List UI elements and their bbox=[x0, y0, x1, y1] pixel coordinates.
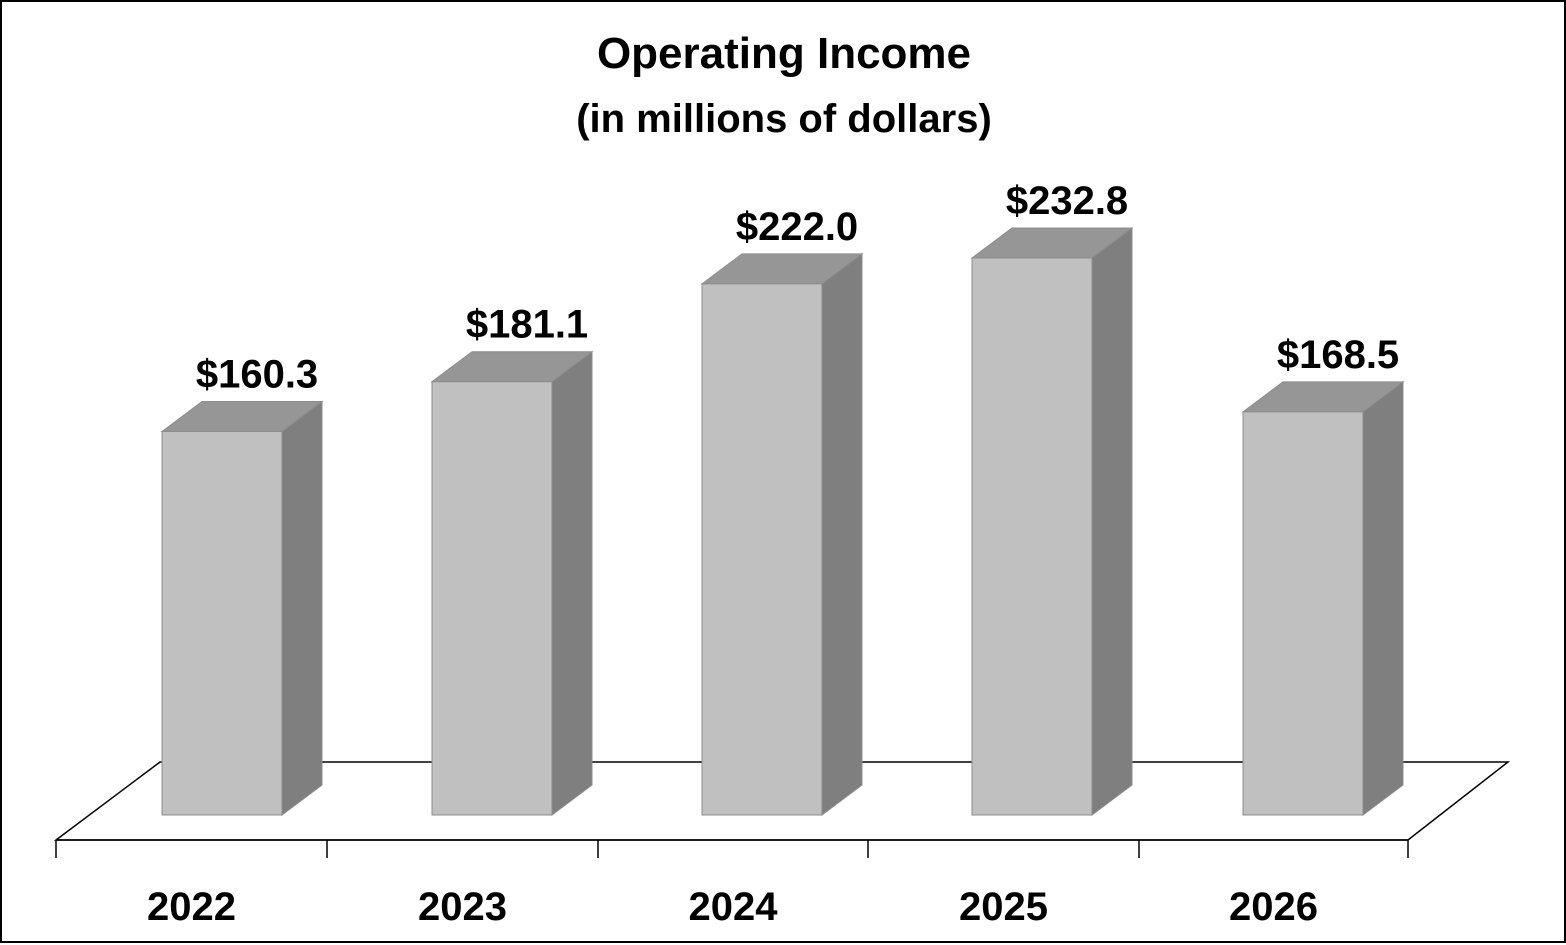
chart-subtitle: (in millions of dollars) bbox=[576, 97, 992, 141]
x-tick-label-2025: 2025 bbox=[959, 885, 1048, 929]
data-label-2026: $168.5 bbox=[1277, 333, 1399, 377]
data-labels: $160.3 $181.1 $222.0 $232.8 $168.5 bbox=[196, 179, 1399, 396]
x-tick-labels: 2022 2023 2024 2025 2026 bbox=[147, 885, 1318, 929]
data-label-2022: $160.3 bbox=[196, 352, 318, 396]
bar-2022 bbox=[160, 400, 324, 816]
bar-front bbox=[701, 283, 823, 816]
x-axis bbox=[55, 839, 1409, 858]
bar-side bbox=[1362, 380, 1404, 816]
x-tick-label-2026: 2026 bbox=[1229, 885, 1318, 929]
x-tick-label-2023: 2023 bbox=[418, 885, 507, 929]
data-label-2023: $181.1 bbox=[466, 303, 588, 347]
bar-side bbox=[1091, 227, 1133, 816]
bar-2026 bbox=[1241, 380, 1405, 816]
bar-front bbox=[161, 430, 283, 816]
bar-front bbox=[971, 257, 1093, 816]
bar-side bbox=[821, 252, 863, 816]
x-tick-label-2024: 2024 bbox=[689, 885, 779, 929]
bar-front bbox=[431, 381, 553, 816]
bar-side bbox=[281, 400, 323, 816]
bar-side bbox=[551, 350, 593, 816]
bar-2025 bbox=[970, 227, 1134, 816]
data-label-2025: $232.8 bbox=[1006, 179, 1128, 223]
bar-series bbox=[160, 227, 1405, 816]
bar-front bbox=[1242, 411, 1364, 816]
chart-title: Operating Income bbox=[597, 29, 971, 78]
bar-2024 bbox=[700, 252, 864, 816]
x-tick-label-2022: 2022 bbox=[147, 885, 236, 929]
bar-2023 bbox=[430, 350, 594, 816]
data-label-2024: $222.0 bbox=[736, 205, 858, 249]
